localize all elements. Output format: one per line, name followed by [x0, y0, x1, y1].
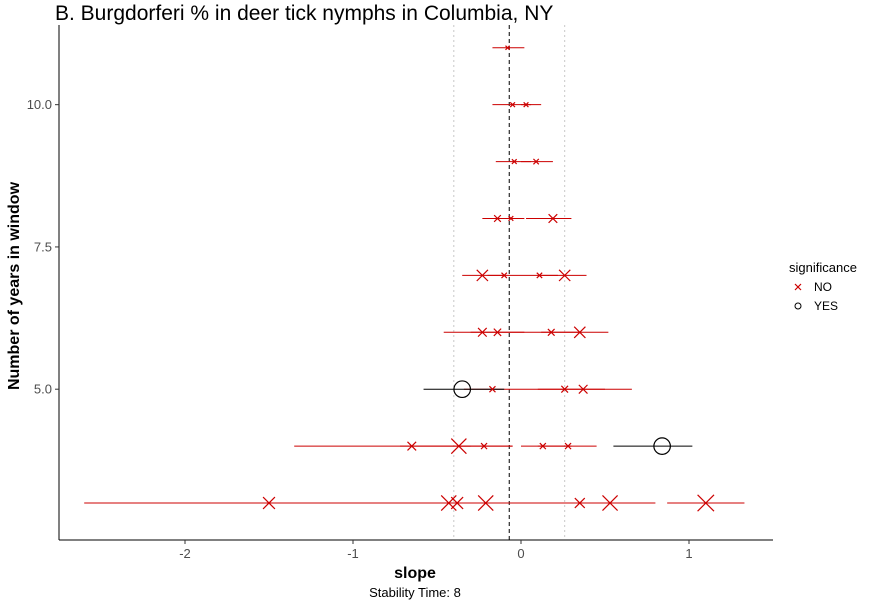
legend: significance NO YES: [789, 260, 857, 313]
data-point-no: [558, 269, 571, 282]
y-tick-label: 5.0: [34, 382, 52, 397]
data-point-no: [450, 496, 464, 510]
legend-title: significance: [789, 260, 857, 275]
x-axis-ticks: -2 -1 0 1: [179, 540, 693, 561]
data-point-no: [440, 495, 457, 511]
data-point-no: [523, 101, 529, 108]
data-point-no: [548, 213, 558, 224]
legend-label-no: NO: [814, 280, 832, 294]
legend-label-yes: YES: [814, 299, 838, 313]
markers: [262, 45, 715, 512]
data-point-no: [573, 326, 586, 339]
data-point-yes: [653, 437, 671, 455]
y-axis-title: Number of years in window: [6, 181, 23, 390]
x-tick-label: 1: [685, 546, 692, 561]
data-point-no: [488, 385, 496, 393]
data-point-no: [477, 495, 494, 511]
data-point-no: [578, 384, 588, 394]
x-axis-title: slope: [394, 565, 436, 582]
data-point-no: [501, 272, 508, 279]
x-tick-label: 0: [517, 546, 524, 561]
caption: Stability Time: 8: [369, 585, 461, 600]
data-point-no: [493, 214, 502, 223]
data-point-no: [511, 158, 518, 165]
data-point-no: [476, 269, 489, 282]
data-point-no: [262, 496, 276, 510]
x-tick-label: -1: [347, 546, 359, 561]
data-point-no: [407, 441, 417, 451]
legend-item-no: NO: [794, 280, 832, 294]
legend-key-circle-icon: [794, 302, 802, 310]
data-point-no: [564, 442, 572, 450]
legend-item-yes: YES: [794, 299, 838, 313]
x-tick-label: -2: [179, 546, 191, 561]
data-point-no: [508, 215, 514, 222]
data-point-no: [560, 385, 569, 393]
data-point-no: [477, 327, 488, 338]
data-point-no: [493, 328, 502, 337]
data-point-no: [697, 494, 715, 512]
data-point-no: [547, 328, 556, 337]
y-axis-ticks: 5.0 7.5 10.0: [27, 97, 59, 397]
y-tick-label: 10.0: [27, 97, 52, 112]
data-point-no: [505, 45, 511, 51]
y-tick-label: 7.5: [34, 239, 52, 254]
data-point-yes: [453, 380, 472, 399]
data-point-no: [480, 442, 488, 450]
data-point-no: [532, 158, 540, 165]
legend-key-x-icon: [794, 283, 802, 291]
data-point-no: [536, 272, 543, 279]
data-point-no: [602, 495, 619, 511]
data-point-no: [450, 438, 467, 455]
data-point-no: [509, 101, 516, 108]
data-point-no: [574, 497, 586, 509]
chart-title: B. Burgdorferi % in deer tick nymphs in …: [55, 2, 553, 25]
data-point-no: [539, 442, 547, 450]
reference-lines: [453, 25, 566, 540]
error-bars: [84, 47, 745, 504]
